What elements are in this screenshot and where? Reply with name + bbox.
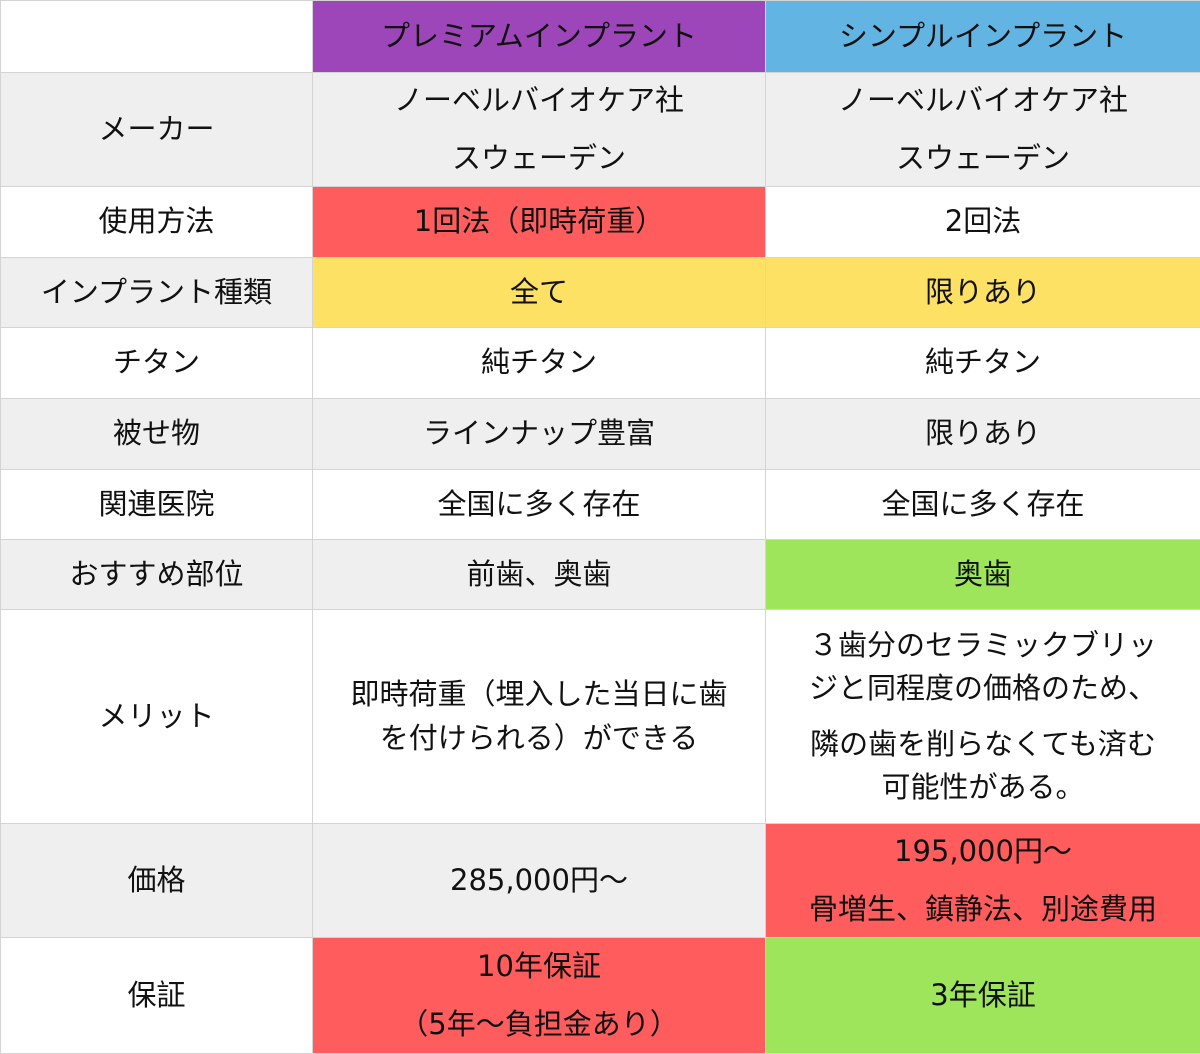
row-crown: 被せ物 ラインナップ豊富 限りあり <box>1 399 1200 470</box>
simple-cell: 奥歯 <box>766 540 1200 610</box>
row-clinics: 関連医院 全国に多く存在 全国に多く存在 <box>1 470 1200 540</box>
row-warranty: 保証 10年保証（5年〜負担金あり） 3年保証 <box>1 938 1200 1054</box>
row-label: インプラント種類 <box>1 258 313 328</box>
header-simple: シンプルインプラント <box>766 1 1200 73</box>
row-label: おすすめ部位 <box>1 540 313 610</box>
row-label: 関連医院 <box>1 470 313 540</box>
row-label: 価格 <box>1 824 313 938</box>
simple-cell: ノーベルバイオケア社スウェーデン <box>766 73 1200 187</box>
row-label: 使用方法 <box>1 187 313 258</box>
header-empty <box>1 1 313 73</box>
premium-cell: ノーベルバイオケア社スウェーデン <box>313 73 766 187</box>
row-label: メーカー <box>1 73 313 187</box>
premium-cell: 即時荷重（埋入した当日に歯を付けられる）ができる <box>313 610 766 824</box>
header-premium: プレミアムインプラント <box>313 1 766 73</box>
premium-cell: 10年保証（5年〜負担金あり） <box>313 938 766 1054</box>
simple-cell: 3年保証 <box>766 938 1200 1054</box>
row-usage: 使用方法 1回法（即時荷重） 2回法 <box>1 187 1200 258</box>
row-label: 保証 <box>1 938 313 1054</box>
row-implant-type: インプラント種類 全て 限りあり <box>1 258 1200 328</box>
row-label: メリット <box>1 610 313 824</box>
row-titanium: チタン 純チタン 純チタン <box>1 328 1200 399</box>
row-merit: メリット 即時荷重（埋入した当日に歯を付けられる）ができる ３歯分のセラミックブ… <box>1 610 1200 824</box>
premium-cell: 全て <box>313 258 766 328</box>
premium-cell: 前歯、奥歯 <box>313 540 766 610</box>
simple-cell: 195,000円〜骨増生、鎮静法、別途費用 <box>766 824 1200 938</box>
premium-cell: 285,000円〜 <box>313 824 766 938</box>
simple-cell: 限りあり <box>766 258 1200 328</box>
premium-cell: 全国に多く存在 <box>313 470 766 540</box>
simple-cell: 純チタン <box>766 328 1200 399</box>
header-row: プレミアムインプラント シンプルインプラント <box>1 1 1200 73</box>
premium-cell: 純チタン <box>313 328 766 399</box>
row-label: チタン <box>1 328 313 399</box>
simple-cell: 限りあり <box>766 399 1200 470</box>
simple-cell: 全国に多く存在 <box>766 470 1200 540</box>
row-price: 価格 285,000円〜 195,000円〜骨増生、鎮静法、別途費用 <box>1 824 1200 938</box>
premium-cell: ラインナップ豊富 <box>313 399 766 470</box>
row-maker: メーカー ノーベルバイオケア社スウェーデン ノーベルバイオケア社スウェーデン <box>1 73 1200 187</box>
row-recommended-site: おすすめ部位 前歯、奥歯 奥歯 <box>1 540 1200 610</box>
premium-cell: 1回法（即時荷重） <box>313 187 766 258</box>
row-label: 被せ物 <box>1 399 313 470</box>
simple-cell: ３歯分のセラミックブリッジと同程度の価格のため、隣の歯を削らなくても済む可能性が… <box>766 610 1200 824</box>
simple-cell: 2回法 <box>766 187 1200 258</box>
